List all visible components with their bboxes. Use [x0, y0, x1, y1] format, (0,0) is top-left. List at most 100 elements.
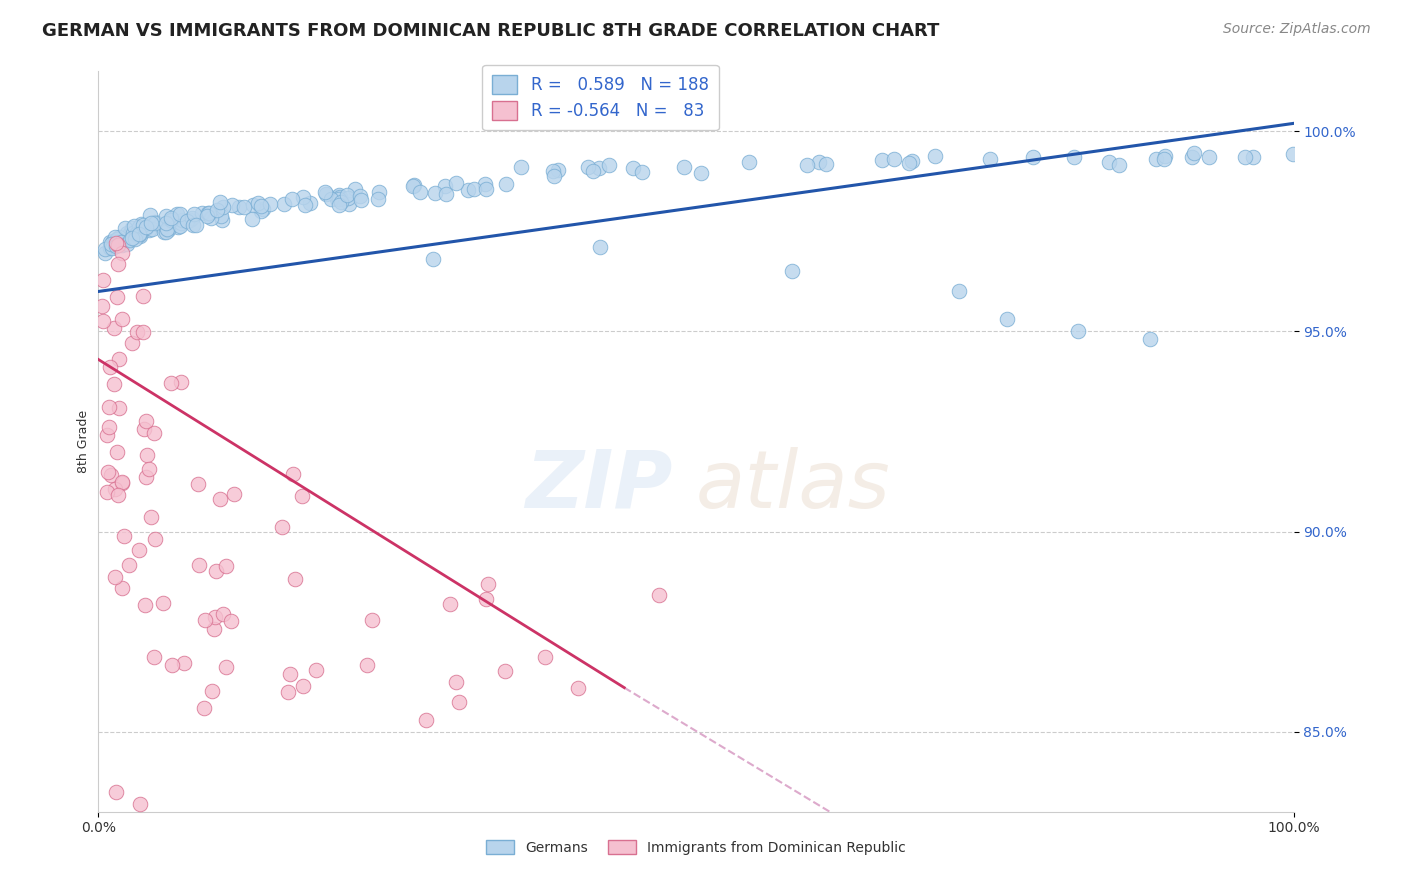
Point	[107, 488, 129, 502]
Point	[169, 216, 191, 230]
Point	[143, 649, 166, 664]
Point	[91, 314, 114, 328]
Point	[1234, 150, 1257, 164]
Point	[242, 198, 264, 212]
Point	[135, 220, 157, 235]
Point	[221, 198, 243, 212]
Point	[128, 227, 150, 241]
Point	[108, 352, 131, 367]
Point	[129, 217, 152, 231]
Point	[115, 237, 138, 252]
Point	[200, 211, 222, 225]
Point	[155, 225, 177, 239]
Text: Source: ZipAtlas.com: Source: ZipAtlas.com	[1223, 22, 1371, 37]
Point	[815, 157, 838, 171]
Point	[91, 273, 114, 287]
Point	[104, 483, 127, 497]
Point	[242, 212, 264, 227]
Point	[143, 215, 166, 229]
Point	[97, 465, 120, 479]
Point	[541, 163, 564, 178]
Point	[166, 207, 188, 221]
Point	[367, 192, 389, 206]
Point	[328, 192, 350, 206]
Point	[187, 476, 209, 491]
Point	[228, 200, 250, 214]
Point	[108, 230, 131, 244]
Point	[111, 245, 134, 260]
Point	[100, 467, 122, 482]
Point	[134, 599, 156, 613]
Point	[588, 161, 610, 176]
Point	[136, 448, 159, 462]
Point	[510, 160, 533, 174]
Point	[193, 701, 215, 715]
Point	[179, 213, 201, 227]
Point	[117, 558, 139, 573]
Point	[100, 237, 122, 252]
Point	[247, 195, 270, 210]
Point	[91, 299, 114, 313]
Point	[155, 216, 177, 230]
Point	[111, 582, 134, 596]
Text: atlas: atlas	[696, 447, 891, 525]
Point	[1144, 153, 1167, 167]
Point	[737, 155, 759, 169]
Point	[122, 226, 145, 240]
Point	[205, 203, 228, 218]
Point	[367, 185, 389, 199]
Point	[204, 610, 226, 624]
Point	[337, 196, 360, 211]
Point	[898, 156, 921, 170]
Point	[125, 325, 148, 339]
Point	[284, 572, 307, 586]
Point	[170, 213, 193, 227]
Point	[547, 163, 569, 178]
Point	[122, 219, 145, 233]
Point	[105, 234, 128, 248]
Point	[589, 240, 612, 254]
Point	[690, 166, 713, 180]
Point	[446, 674, 468, 689]
Point	[107, 257, 129, 271]
Point	[110, 235, 132, 249]
Point	[350, 193, 373, 207]
Point	[128, 543, 150, 558]
Point	[326, 190, 349, 204]
Point	[979, 152, 1001, 166]
Point	[135, 219, 157, 234]
Point	[118, 233, 141, 247]
Point	[567, 681, 589, 695]
Point	[315, 187, 337, 202]
Point	[184, 218, 207, 232]
Point	[111, 312, 134, 326]
Point	[129, 229, 152, 244]
Point	[124, 227, 146, 241]
Point	[924, 149, 946, 163]
Point	[330, 194, 353, 209]
Point	[98, 400, 121, 414]
Point	[582, 164, 605, 178]
Point	[105, 232, 128, 246]
Point	[404, 178, 426, 193]
Point	[105, 235, 128, 249]
Point	[415, 713, 437, 727]
Point	[1067, 325, 1090, 339]
Point	[475, 592, 498, 607]
Point	[290, 489, 312, 503]
Point	[808, 154, 831, 169]
Point	[1153, 152, 1175, 166]
Point	[329, 190, 352, 204]
Text: ZIP: ZIP	[524, 447, 672, 525]
Point	[439, 597, 461, 611]
Point	[121, 229, 143, 244]
Point	[103, 376, 125, 391]
Point	[153, 225, 176, 239]
Point	[107, 401, 129, 416]
Point	[169, 219, 191, 234]
Point	[621, 161, 644, 175]
Point	[114, 221, 136, 235]
Y-axis label: 8th Grade: 8th Grade	[77, 410, 90, 473]
Point	[98, 359, 121, 374]
Point	[423, 186, 446, 200]
